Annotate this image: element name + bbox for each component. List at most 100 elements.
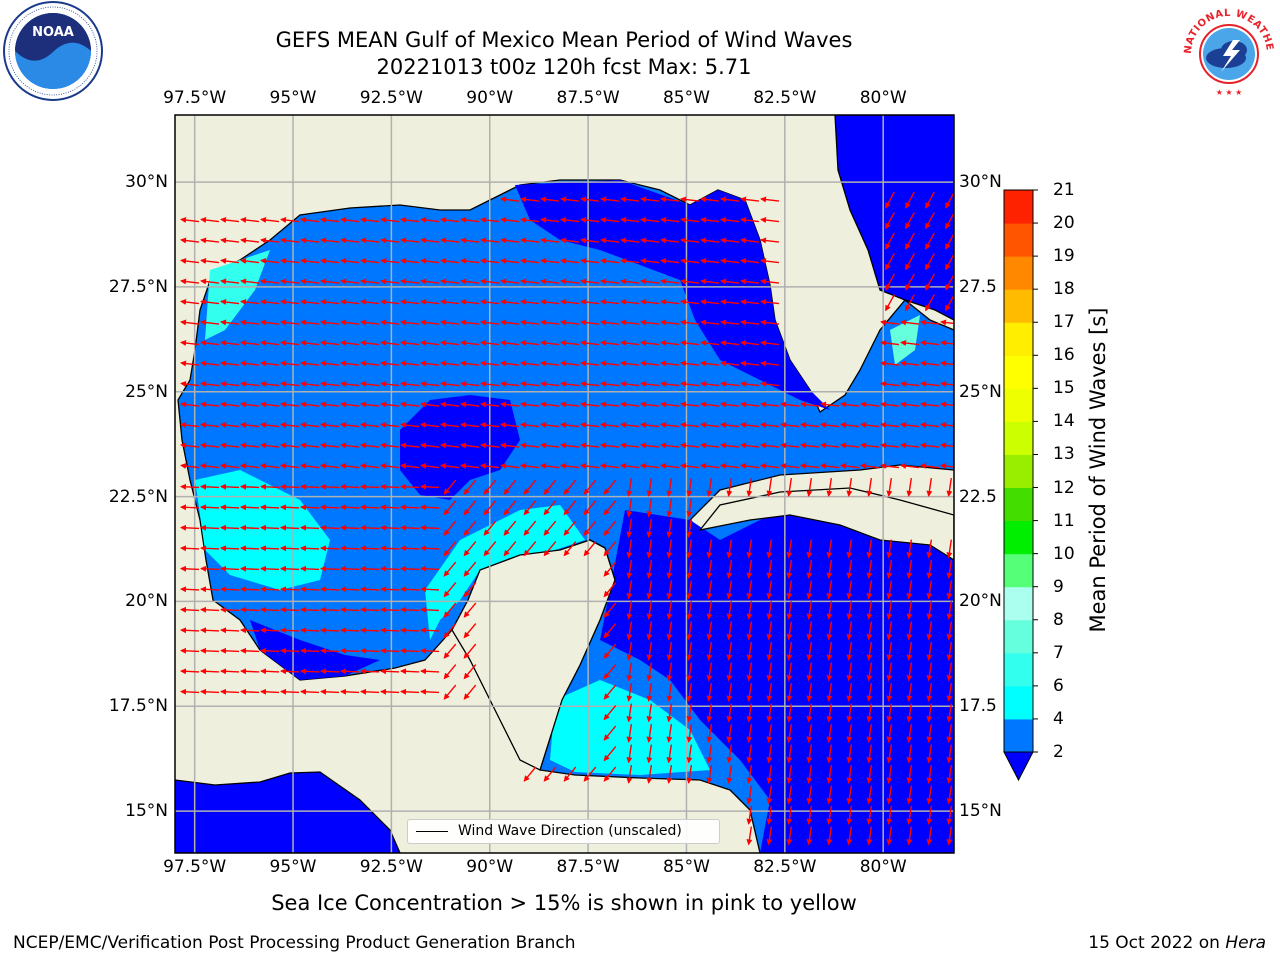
wind-arrow [626, 477, 633, 497]
colorbar-segment [1004, 355, 1033, 389]
wind-arrow [766, 580, 773, 600]
wind-arrow [866, 703, 873, 723]
wind-arrow [440, 258, 460, 264]
wind-arrow [700, 381, 720, 387]
wind-arrow [700, 422, 720, 428]
wind-arrow [806, 785, 813, 805]
wind-arrow [540, 442, 560, 449]
wind-arrow [640, 401, 660, 408]
wind-arrow [920, 319, 940, 326]
wind-arrow [240, 545, 260, 552]
wind-arrow [420, 319, 440, 326]
wind-arrow [886, 641, 893, 661]
wind-arrow [320, 483, 340, 490]
wind-arrow [700, 463, 720, 469]
wind-arrow [500, 340, 520, 346]
wind-arrow [560, 463, 580, 469]
wind-arrow [340, 545, 360, 552]
wind-arrow [740, 258, 760, 264]
wind-arrow [906, 580, 913, 600]
wind-arrow [920, 422, 940, 428]
wind-arrow [580, 340, 600, 346]
longitude-label: 82.5°W [753, 857, 817, 877]
wind-arrow [906, 703, 913, 723]
wind-arrow [320, 381, 340, 387]
longitude-label: 97.5°W [163, 857, 227, 877]
wind-arrow [680, 422, 700, 428]
wind-arrow [686, 477, 693, 497]
wind-arrow [786, 826, 793, 846]
wind-arrow [940, 319, 954, 326]
wind-arrow [220, 401, 240, 408]
wind-arrow [540, 360, 560, 367]
wind-arrow [885, 294, 895, 312]
wind-arrow [906, 764, 913, 784]
wind-arrow [400, 319, 420, 326]
wind-arrow [340, 442, 360, 449]
wind-arrow [603, 500, 617, 516]
colorbar-tick-label: 9 [1053, 576, 1064, 597]
wind-arrow [746, 580, 753, 600]
wind-arrow [340, 401, 360, 408]
wind-arrow [646, 723, 653, 743]
wind-arrow [600, 237, 620, 244]
wind-arrow [500, 463, 520, 469]
wind-arrow [666, 600, 673, 620]
wind-arrow [860, 422, 880, 428]
wind-arrow [400, 401, 420, 408]
wind-arrow [826, 600, 833, 620]
wind-arrow [480, 340, 500, 346]
wind-arrow [846, 621, 853, 641]
wind-arrow [620, 401, 640, 408]
wind-arrow [463, 602, 477, 618]
wind-arrow [540, 196, 560, 203]
wind-arrow [925, 212, 935, 230]
wind-arrow [380, 360, 400, 367]
wind-arrow [280, 401, 300, 408]
wind-arrow [200, 545, 220, 552]
wind-arrow [360, 401, 380, 408]
wind-arrow [380, 688, 400, 695]
wind-arrow [820, 463, 840, 469]
wind-arrow [760, 237, 780, 244]
wind-arrow [560, 319, 580, 326]
wind-arrow [640, 237, 660, 244]
wind-arrow [320, 606, 340, 613]
wind-arrow [180, 463, 200, 469]
wind-arrow [400, 606, 420, 613]
wind-arrow [480, 442, 500, 449]
atlantic-water [834, 115, 954, 321]
wind-arrow [760, 463, 780, 469]
wind-arrow [400, 381, 420, 387]
wind-arrow [340, 360, 360, 367]
wind-arrow [766, 682, 773, 702]
wind-arrow [463, 582, 477, 598]
wind-arrow [660, 340, 680, 346]
wind-direction-arrows [180, 191, 954, 846]
wind-arrow [720, 237, 740, 244]
wind-arrow [460, 442, 480, 449]
wind-arrow [180, 401, 200, 408]
wind-arrow [200, 565, 220, 572]
wind-arrow [766, 744, 773, 764]
wind-arrow [640, 258, 660, 264]
wind-arrow [726, 559, 733, 579]
wind-arrow [300, 217, 320, 223]
wind-arrow [520, 360, 540, 367]
wind-arrow [885, 273, 895, 291]
wind-arrow [440, 360, 460, 367]
wind-arrow [640, 319, 660, 326]
wind-arrow [520, 422, 540, 428]
wind-arrow [540, 299, 560, 305]
wind-arrow [220, 360, 240, 367]
legend-label: Wind Wave Direction (unscaled) [458, 823, 682, 839]
wind-arrow [885, 212, 895, 230]
wind-arrow [620, 463, 640, 469]
wind-arrow [866, 641, 873, 661]
wind-arrow [360, 360, 380, 367]
wind-arrow [420, 463, 440, 469]
wind-arrow [700, 442, 720, 449]
wind-arrow [480, 319, 500, 326]
wind-arrow [520, 381, 540, 387]
colorbar-tick-label: 15 [1053, 378, 1075, 399]
